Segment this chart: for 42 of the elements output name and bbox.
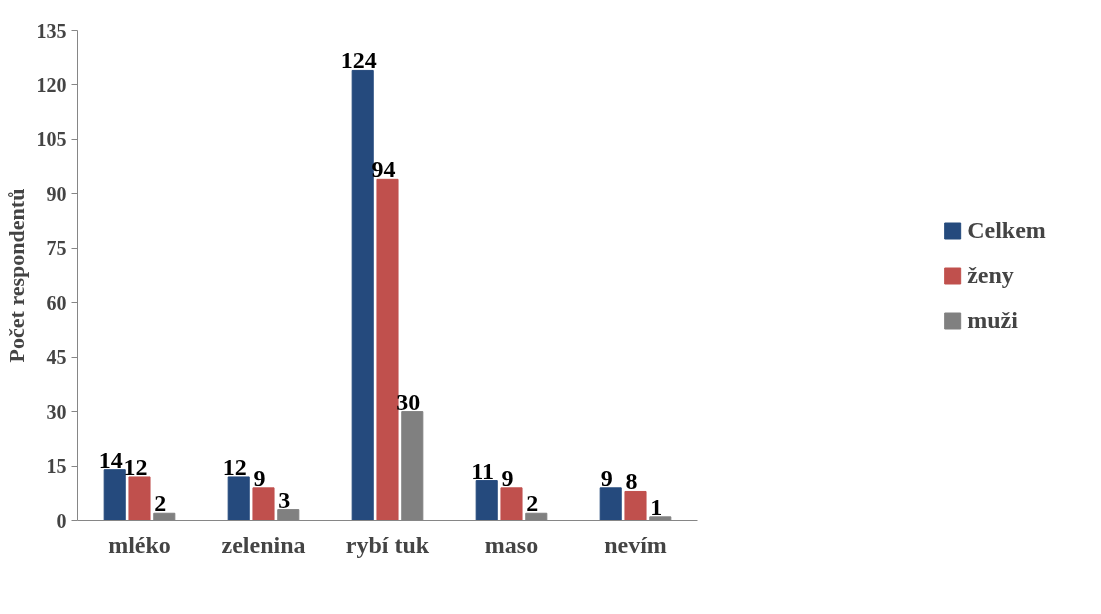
y-tick-label: 120 bbox=[36, 73, 67, 96]
x-tick-label: zelenina bbox=[221, 531, 306, 558]
data-label: 2 bbox=[154, 490, 167, 517]
y-tick-label: 0 bbox=[56, 509, 67, 532]
y-tick-label: 75 bbox=[46, 237, 67, 260]
bar bbox=[599, 487, 622, 521]
bar bbox=[624, 490, 647, 521]
legend-label: muži bbox=[967, 306, 1018, 334]
data-label: 14 bbox=[98, 446, 123, 473]
bar bbox=[103, 469, 126, 521]
bar bbox=[128, 476, 151, 521]
data-label: 2 bbox=[526, 490, 539, 517]
y-tick-label: 135 bbox=[36, 19, 67, 42]
data-label: 124 bbox=[340, 47, 377, 74]
bar bbox=[376, 178, 399, 521]
y-tick-label: 105 bbox=[36, 128, 67, 151]
data-label: 11 bbox=[471, 457, 495, 484]
data-label: 1 bbox=[650, 493, 663, 520]
data-label: 8 bbox=[625, 468, 638, 495]
data-label: 9 bbox=[501, 464, 514, 491]
x-tick-label: nevím bbox=[604, 531, 667, 558]
x-tick-label: mléko bbox=[108, 531, 171, 558]
legend-label: ženy bbox=[967, 261, 1014, 289]
bar bbox=[475, 480, 498, 521]
bar bbox=[500, 487, 523, 521]
y-tick-label: 15 bbox=[46, 455, 67, 478]
y-tick-label: 45 bbox=[46, 346, 67, 369]
bar bbox=[252, 487, 275, 521]
bar bbox=[351, 69, 374, 521]
data-label: 9 bbox=[253, 464, 266, 491]
y-axis-title: Počet respondentů bbox=[3, 188, 29, 363]
x-tick-label: maso bbox=[484, 531, 539, 558]
bar bbox=[227, 476, 250, 521]
y-tick-label: 60 bbox=[46, 291, 67, 314]
data-label: 9 bbox=[600, 464, 613, 491]
y-tick-label: 90 bbox=[46, 182, 67, 205]
legend-label: Celkem bbox=[967, 216, 1046, 244]
data-label: 12 bbox=[222, 453, 247, 480]
x-tick-label: rybí tuk bbox=[345, 531, 430, 558]
data-label: 12 bbox=[123, 453, 148, 480]
data-label: 3 bbox=[278, 486, 291, 513]
y-tick-label: 30 bbox=[46, 400, 67, 423]
